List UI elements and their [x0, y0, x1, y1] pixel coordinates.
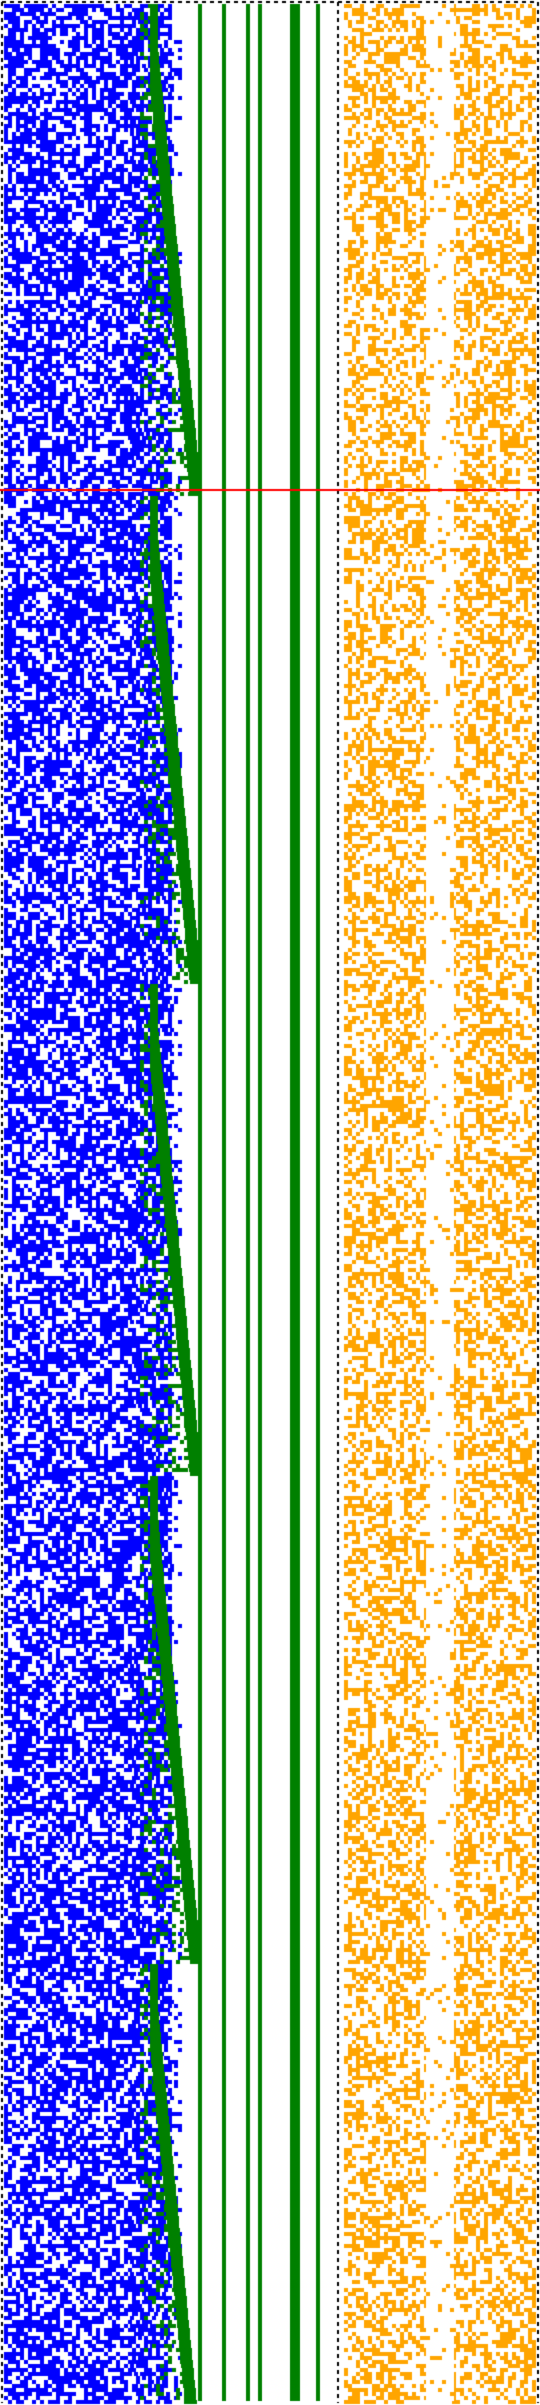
pixel-matrix-visualization	[0, 0, 540, 2405]
